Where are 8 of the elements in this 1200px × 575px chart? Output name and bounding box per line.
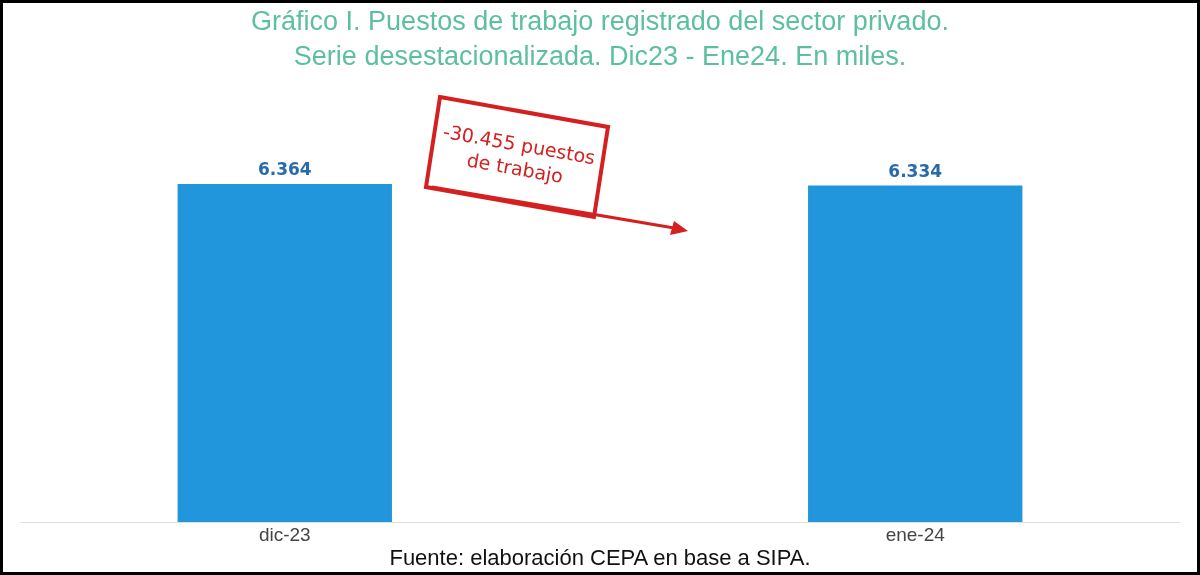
x-tick-label: ene-24 bbox=[885, 523, 946, 545]
x-tick-label: dic-23 bbox=[258, 523, 311, 545]
chart-subtitle: Serie desestacionalizada. Dic23 - Ene24. En miles. bbox=[293, 41, 907, 71]
annotation: -30.455 puestos de trabajo bbox=[441, 119, 597, 188]
data-label: 6.364 bbox=[257, 159, 312, 179]
source-note: Fuente: elaboración CEPA en base a SIPA. bbox=[388, 545, 812, 571]
data-label: 6.334 bbox=[888, 160, 943, 181]
chart-title: Gráfico I. Puestos de trabajo registrado del sector privado. bbox=[251, 6, 949, 36]
